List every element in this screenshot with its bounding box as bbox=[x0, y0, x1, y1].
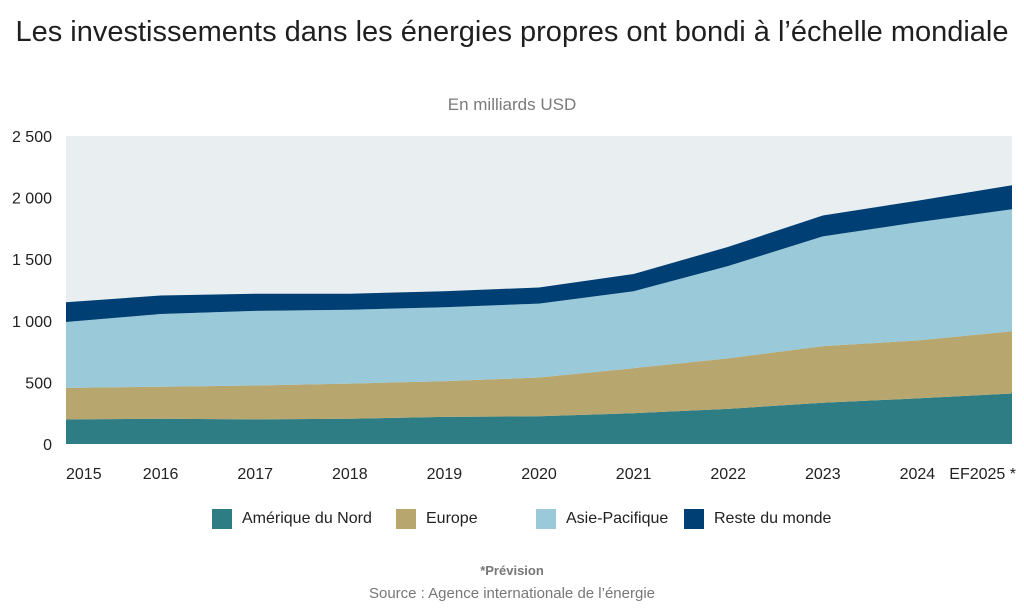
chart-title: Les investissements dans les énergies pr… bbox=[15, 16, 1009, 48]
y-tick-label: 500 bbox=[25, 375, 52, 392]
y-tick-label: 1 000 bbox=[12, 314, 52, 331]
y-tick-label: 2 000 bbox=[12, 191, 52, 208]
legend-item-reste-du-monde: Reste du monde bbox=[684, 509, 831, 529]
legend-swatch bbox=[684, 509, 704, 529]
area-series-2 bbox=[66, 209, 1012, 388]
legend-swatch bbox=[212, 509, 232, 529]
y-tick-label: 0 bbox=[43, 437, 52, 454]
x-axis-ticks: 2015 2016 2017 2018 2019 2020 2021 2022 2023 2024… bbox=[66, 466, 1016, 483]
x-tick-label: 2024 bbox=[900, 466, 936, 483]
x-tick-label: 2018 bbox=[332, 466, 368, 483]
legend-item-amerique-du-nord: Amérique du Nord bbox=[212, 509, 372, 529]
y-tick-label: 2 500 bbox=[12, 129, 52, 146]
legend-swatch bbox=[396, 509, 416, 529]
y-tick-label: 1 500 bbox=[12, 252, 52, 269]
legend-item-asie-pacifique: Asie-Pacifique bbox=[536, 509, 668, 529]
x-tick-label: 2016 bbox=[143, 466, 179, 483]
legend: Amérique du Nord Europe Asie-Pacifique R… bbox=[0, 509, 1024, 533]
area-series-0 bbox=[66, 393, 1012, 444]
x-tick-label: 2020 bbox=[521, 466, 557, 483]
y-axis-ticks: 0 500 1 000 1 500 2 000 2 500 bbox=[12, 129, 52, 454]
source-text: Source : Agence internationale de l’éner… bbox=[368, 585, 656, 602]
legend-label: Europe bbox=[426, 510, 478, 527]
legend-label: Amérique du Nord bbox=[242, 510, 372, 527]
area-series-1 bbox=[66, 331, 1012, 420]
chart-subtitle: En milliards USD bbox=[447, 95, 577, 114]
legend-label: Asie-Pacifique bbox=[566, 510, 669, 527]
series-areas bbox=[66, 185, 1012, 444]
x-tick-label: 2021 bbox=[616, 466, 652, 483]
x-tick-label: EF2025 * bbox=[949, 466, 1016, 483]
legend-swatch bbox=[536, 509, 556, 529]
forecast-note: *Prévision bbox=[480, 563, 544, 578]
x-tick-label: 2023 bbox=[805, 466, 841, 483]
x-tick-label: 2022 bbox=[710, 466, 746, 483]
x-tick-label: 2017 bbox=[237, 466, 273, 483]
area-series-3 bbox=[66, 185, 1012, 322]
x-tick-label: 2019 bbox=[427, 466, 463, 483]
x-tick-label: 2015 bbox=[66, 466, 102, 483]
legend-label: Reste du monde bbox=[714, 510, 832, 527]
legend-item-europe: Europe bbox=[396, 509, 478, 529]
